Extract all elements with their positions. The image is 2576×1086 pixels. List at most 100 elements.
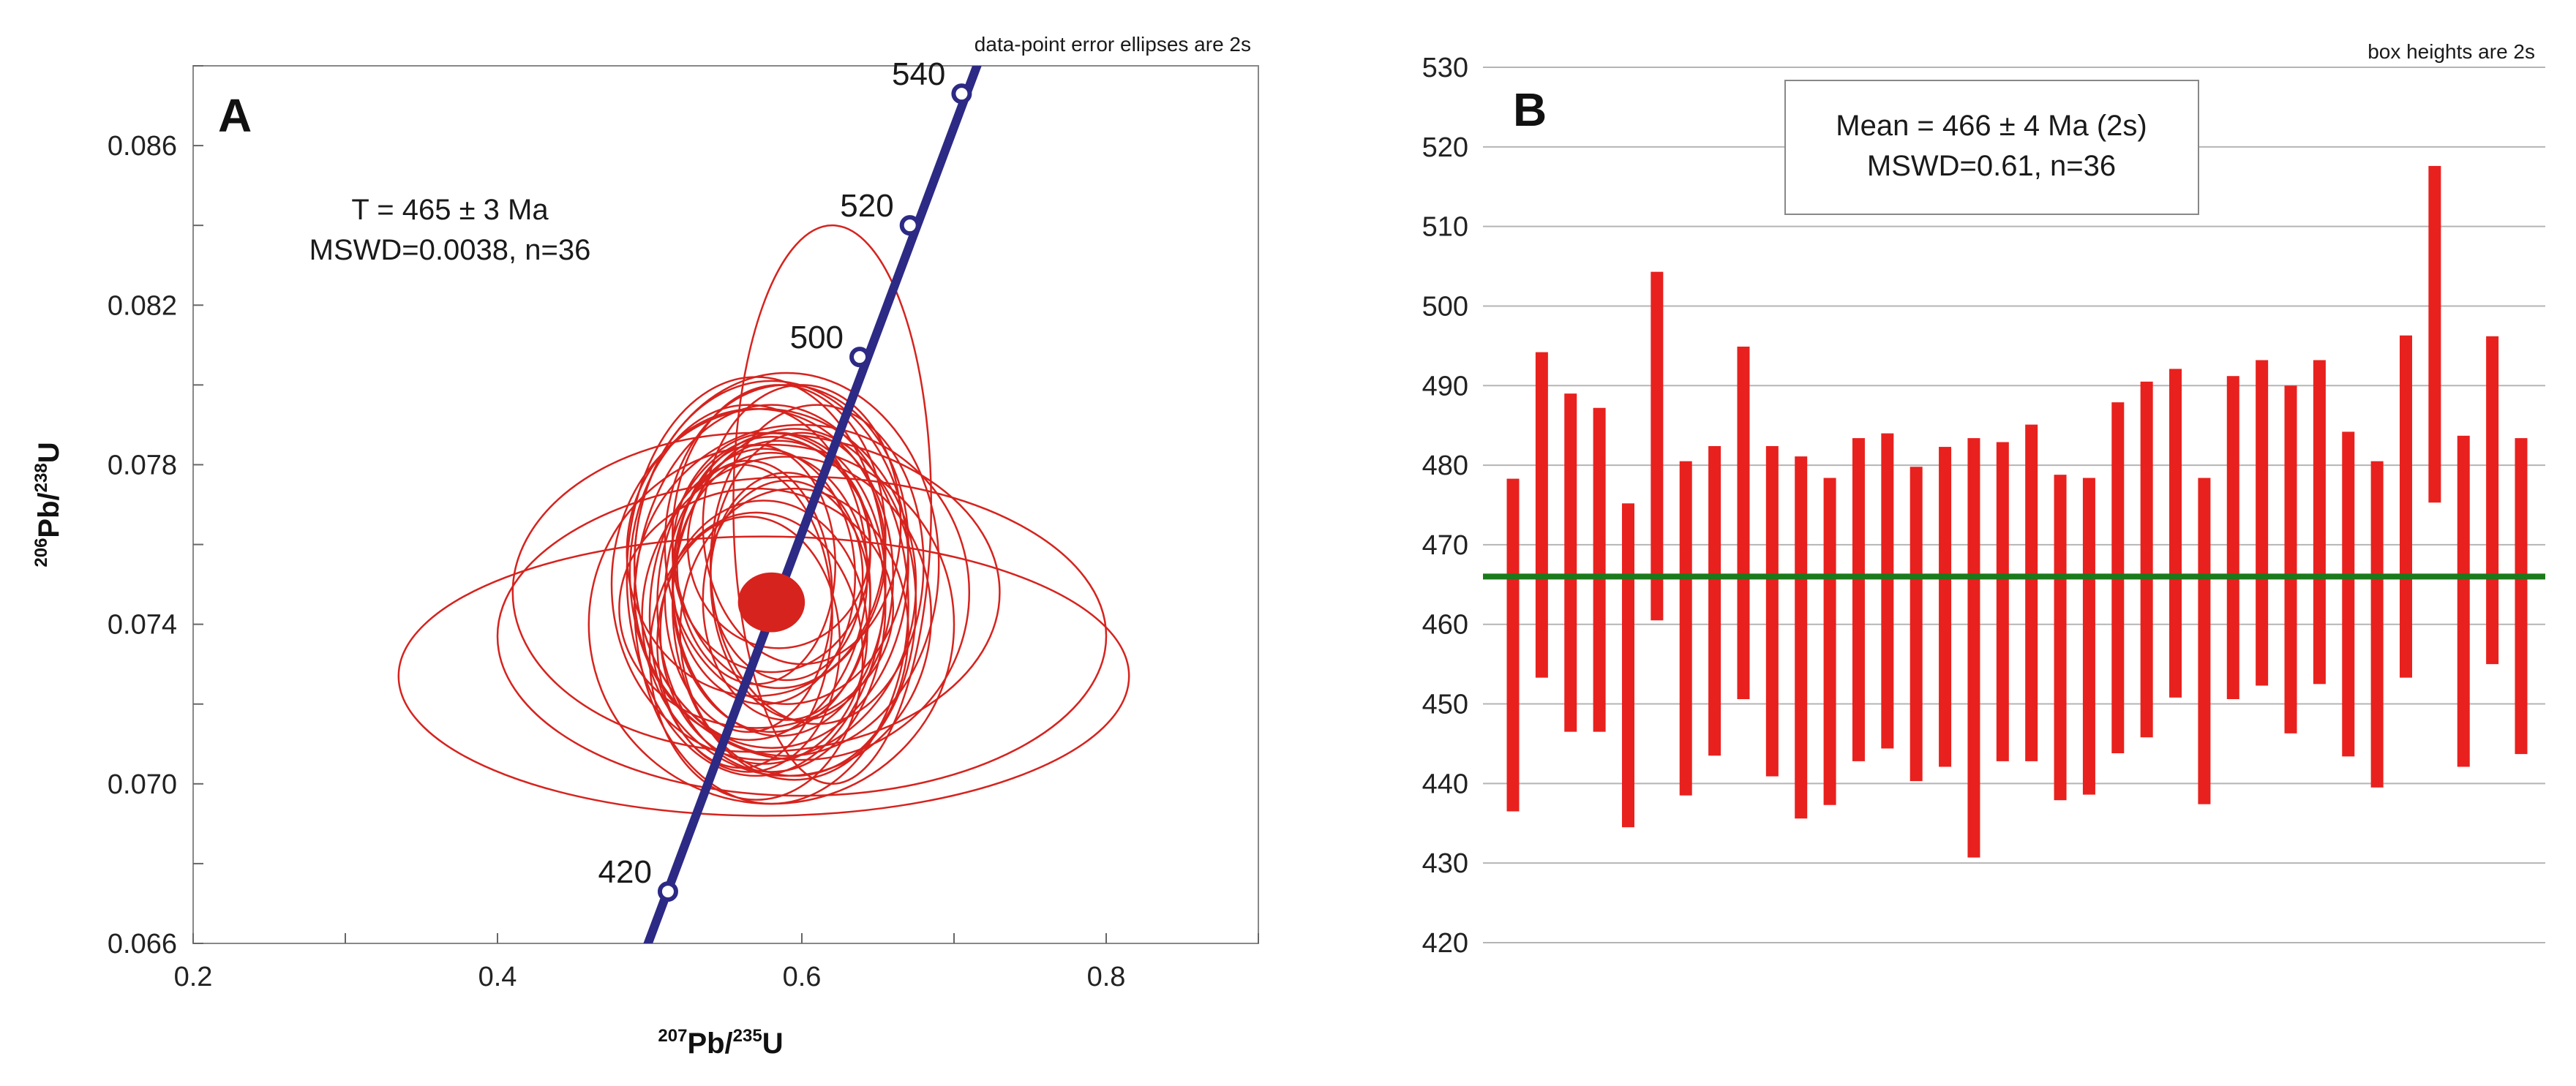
panel-a-plot-area [192, 65, 1259, 944]
error-bar [1939, 447, 1952, 767]
error-bar [1564, 393, 1577, 732]
error-bar [1996, 442, 2009, 761]
error-bar [2400, 335, 2413, 678]
panel-a-x-axis-label: 207Pb/235U [658, 1026, 783, 1060]
panel-b-result-mean: Mean = 466 ± 4 Ma (2s) [1836, 110, 2147, 142]
panel-a-error-ellipses [397, 224, 1130, 817]
panel-b-label: B [1513, 83, 1547, 136]
error-bar [2486, 336, 2499, 665]
error-bar [2256, 360, 2269, 686]
error-ellipse [397, 535, 1130, 817]
error-bar [2140, 381, 2153, 738]
error-bar [2313, 360, 2326, 685]
error-bar [1535, 352, 1548, 678]
error-bar [2515, 438, 2528, 755]
age-label: 520 [840, 188, 893, 224]
error-ellipse [671, 448, 857, 705]
panel-a-result-age: T = 465 ± 3 Ma [351, 194, 549, 226]
x-tick-label: 0.6 [783, 962, 822, 992]
error-bar [1621, 503, 1634, 828]
concordia-age-ellipse [737, 572, 806, 633]
y-tick-label: 450 [1422, 690, 1468, 720]
x-tick-label: 0.8 [1087, 962, 1126, 992]
y-tick-label: 0.074 [108, 610, 177, 641]
error-bar [1708, 445, 1721, 756]
y-tick-label: 520 [1422, 132, 1468, 163]
age-label: 540 [892, 56, 945, 92]
panel-a-age-labels: 420 500 520 540 [598, 56, 946, 890]
panel-a-y-axis-label: 206Pb/238U [31, 442, 65, 567]
error-bar [2457, 435, 2470, 767]
panel-a-caption: data-point error ellipses are 2s [975, 33, 1251, 56]
y-tick-label: 530 [1422, 53, 1468, 83]
y-tick-label: 480 [1422, 450, 1468, 481]
panel-b-result-mswd: MSWD=0.61, n=36 [1867, 150, 2116, 182]
error-bar [2082, 478, 2095, 795]
error-bar [1679, 461, 1692, 796]
error-ellipse [496, 475, 1108, 797]
panel-b-result-box [1784, 80, 2199, 215]
y-tick-label: 0.066 [108, 929, 177, 959]
age-marker [657, 881, 678, 902]
error-bar [2198, 478, 2211, 804]
error-ellipse [709, 472, 864, 682]
y-tick-label: 460 [1422, 610, 1468, 641]
x-tick-label: 0.4 [478, 962, 517, 992]
error-ellipse [648, 511, 864, 801]
error-bar [2284, 385, 2297, 734]
y-tick-label: 0.086 [108, 131, 177, 162]
error-bar [1506, 478, 1520, 812]
panel-a-axis-ticks: 0.2 0.4 0.6 0.8 0.066 0.070 0.074 0.078 0.082 0.0… [108, 65, 1259, 992]
panel-a-result-mswd: MSWD=0.0038, n=36 [309, 234, 591, 266]
error-bar [2025, 424, 2038, 761]
y-tick-label: 470 [1422, 530, 1468, 561]
error-ellipse [633, 380, 909, 749]
error-bar [2054, 475, 2067, 801]
age-label: 420 [598, 854, 652, 890]
y-tick-label: 500 [1422, 291, 1468, 322]
error-bar [2370, 461, 2384, 788]
error-bar [2428, 165, 2441, 503]
error-ellipse [618, 487, 895, 729]
y-tick-label: 0.070 [108, 769, 177, 800]
age-marker [849, 347, 871, 368]
panel-a-concordia-plot: data-point error ellipses are 2s 0.2 0.4 0… [31, 33, 1259, 1060]
y-tick-label: 510 [1422, 212, 1468, 243]
panel-b-axis-ticks: 420 430 440 450 460 470 480 490 500 510 520 530 [1422, 53, 1468, 959]
error-ellipse [626, 407, 887, 698]
error-bar [1765, 445, 1779, 777]
error-bar [1795, 456, 1808, 819]
panel-b-weighted-mean-plot: box heights are 2s 420 430 440 450 460 470 480… [1422, 40, 2545, 959]
error-bar [2169, 369, 2182, 698]
y-tick-label: 430 [1422, 848, 1468, 879]
error-ellipse [679, 487, 909, 777]
panel-a-concordia-curve [643, 66, 982, 943]
y-tick-label: 420 [1422, 928, 1468, 959]
error-bar [1881, 433, 1894, 749]
x-tick-label: 0.2 [174, 962, 213, 992]
age-marker [951, 83, 972, 105]
concordia-curve [643, 66, 982, 943]
error-bar [1967, 438, 1980, 858]
y-tick-label: 0.082 [108, 290, 177, 321]
error-bar [2226, 376, 2239, 700]
error-bar [1910, 467, 1923, 782]
panel-b-caption: box heights are 2s [2367, 40, 2535, 63]
panel-b-error-bars [1506, 165, 2528, 858]
panel-a-label: A [218, 89, 252, 142]
y-tick-label: 490 [1422, 371, 1468, 401]
error-ellipse [671, 428, 917, 781]
error-bar [1651, 271, 1664, 621]
y-tick-label: 0.078 [108, 450, 177, 480]
error-bar [1737, 346, 1750, 700]
error-bar [2342, 431, 2355, 757]
error-bar [1852, 438, 1865, 761]
age-label: 500 [790, 320, 844, 355]
error-ellipse [686, 440, 871, 649]
error-bar [1823, 478, 1836, 805]
error-ellipse [633, 404, 909, 805]
error-bar [1593, 407, 1606, 732]
y-tick-label: 440 [1422, 769, 1468, 799]
age-marker [899, 215, 920, 236]
